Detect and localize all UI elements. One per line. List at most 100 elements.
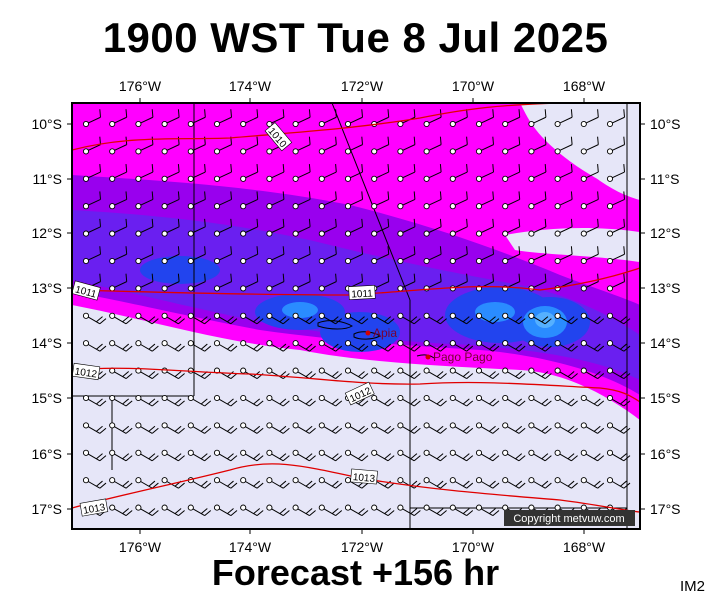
wind-barb: [606, 191, 625, 210]
wind-barb: [161, 246, 180, 265]
isobar-labels: 1010 1011 1011 1012 1012 1013 1013: [71, 122, 378, 517]
wind-barb: [423, 340, 447, 352]
wind-barb: [449, 504, 474, 517]
wind-barb: [502, 312, 526, 325]
wind-barb: [109, 340, 133, 352]
wind-barb: [82, 422, 107, 434]
wind-barb: [109, 477, 133, 489]
wind-barb: [423, 422, 447, 434]
wind-barb: [135, 218, 154, 237]
wind-barb: [580, 449, 605, 462]
wind-barb: [213, 164, 232, 182]
wind-barb: [318, 136, 337, 155]
wind-barb: [606, 477, 631, 489]
wind-barb: [240, 109, 259, 128]
wind-barb: [292, 273, 311, 292]
forecast-label: Forecast +156 hr: [211, 552, 500, 593]
wind-barb: [135, 477, 159, 489]
wind-barb: [397, 312, 421, 325]
isobar-label-1013-central: 1013: [352, 472, 376, 485]
lat-label-right-11s: 11°S: [650, 171, 679, 187]
wind-barb: [502, 394, 526, 407]
lon-label-top-170w: 170°W: [452, 78, 495, 94]
wind-barb: [82, 477, 107, 489]
wind-barb: [161, 191, 180, 210]
wind-barb: [266, 312, 290, 325]
wind-barb: [528, 164, 547, 182]
wind-barb: [580, 246, 599, 265]
frame-ticks: [67, 98, 645, 534]
wind-barb: [266, 422, 290, 434]
wind-barb: [240, 218, 259, 237]
wind-barb: [449, 422, 474, 434]
wind-barb: [318, 218, 337, 237]
right-latitude-labels: 10°S 11°S 12°S 13°S 14°S 15°S 16°S 17°S: [650, 116, 681, 517]
wind-barb: [606, 109, 625, 128]
wind-barb: [423, 394, 447, 407]
isobar-label-1011-west: 1011: [74, 284, 98, 300]
wind-barb: [82, 164, 101, 182]
wind-barb: [161, 340, 185, 352]
lat-label-right-13s: 13°S: [650, 280, 681, 296]
wind-barb: [344, 504, 369, 517]
wind-barb: [187, 109, 206, 128]
wind-barb: [502, 109, 521, 128]
wind-barb: [240, 246, 259, 265]
pago-pago-marker: [425, 354, 431, 360]
lon-label-top-176w: 176°W: [119, 78, 162, 94]
wind-barb: [266, 394, 290, 407]
wind-barb: [580, 312, 605, 325]
wind-barb: [397, 218, 416, 237]
wind-barb: [240, 273, 259, 292]
wind-barb: [161, 449, 185, 462]
wind-barb: [135, 340, 159, 352]
wind-barb: [371, 394, 395, 407]
wind-barb: [82, 136, 101, 155]
wind-barb: [502, 246, 521, 265]
wind-barb: [187, 273, 206, 292]
wind-barb: [423, 312, 447, 325]
wind-barb: [161, 504, 185, 517]
wind-barb: [82, 109, 101, 128]
wind-barb: [292, 191, 311, 210]
wind-barb: [528, 246, 547, 265]
wind-barb: [240, 449, 264, 462]
wind-barb: [135, 164, 154, 182]
wind-barb: [82, 394, 107, 407]
wind-barb: [109, 273, 128, 292]
wind-barb: [266, 246, 285, 265]
wind-barb: [528, 394, 552, 407]
wind-barb: [318, 191, 337, 210]
wind-barb: [240, 164, 259, 182]
wind-barb: [109, 422, 133, 434]
wind-barb: [397, 136, 416, 155]
wind-barb: [135, 449, 159, 462]
wind-barb: [423, 246, 442, 265]
wind-barb: [344, 312, 369, 325]
wind-barb: [502, 191, 521, 210]
wind-barb: [449, 191, 468, 210]
wind-barb: [292, 109, 311, 128]
wind-barb: [213, 504, 238, 517]
wind-barb: [580, 136, 599, 155]
wind-barb: [213, 136, 232, 155]
wind-barb: [423, 191, 442, 210]
wind-barb: [502, 136, 521, 155]
wind-barb: [528, 273, 547, 292]
wind-barb: [266, 164, 285, 182]
wind-barb: [82, 218, 101, 237]
wind-barb: [82, 340, 107, 352]
wind-barb: [187, 394, 212, 407]
map-id: IM2: [680, 578, 706, 595]
city-label-apia: Apia: [373, 326, 397, 340]
wind-barb: [344, 109, 363, 128]
lat-label-right-14s: 14°S: [650, 335, 681, 351]
wind-barb: [213, 109, 232, 128]
wind-barb: [240, 477, 264, 489]
wind-barb: [187, 191, 206, 210]
wind-barb: [187, 164, 206, 182]
wind-barb: [109, 246, 128, 265]
bottom-longitude-labels: 176°W 174°W 172°W 170°W 168°W: [119, 539, 606, 555]
apia-marker: [365, 330, 371, 336]
wind-barb: [318, 394, 343, 407]
